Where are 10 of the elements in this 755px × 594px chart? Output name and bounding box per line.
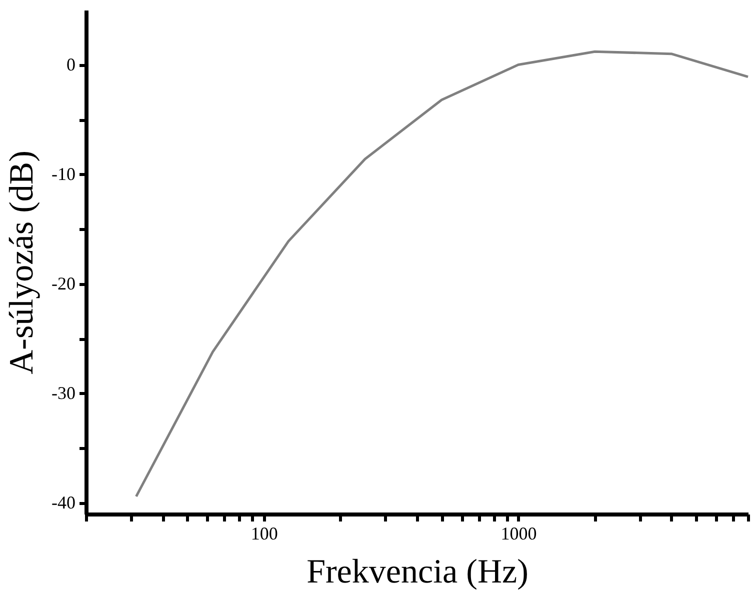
x-axis-title: Frekvencia (Hz) (306, 554, 528, 590)
x-tick-label: 1000 (500, 524, 537, 544)
y-tick-label: -40 (52, 492, 76, 513)
line-series (134, 50, 750, 498)
y-tick-label: -10 (52, 164, 76, 184)
x-tick-label: 100 (250, 524, 278, 544)
y-tick-label: 0 (66, 54, 76, 74)
y-tick-label: -20 (52, 273, 76, 294)
y-axis-title: A-súlyozás (dB) (4, 150, 41, 374)
y-tick-label: -30 (52, 382, 76, 403)
